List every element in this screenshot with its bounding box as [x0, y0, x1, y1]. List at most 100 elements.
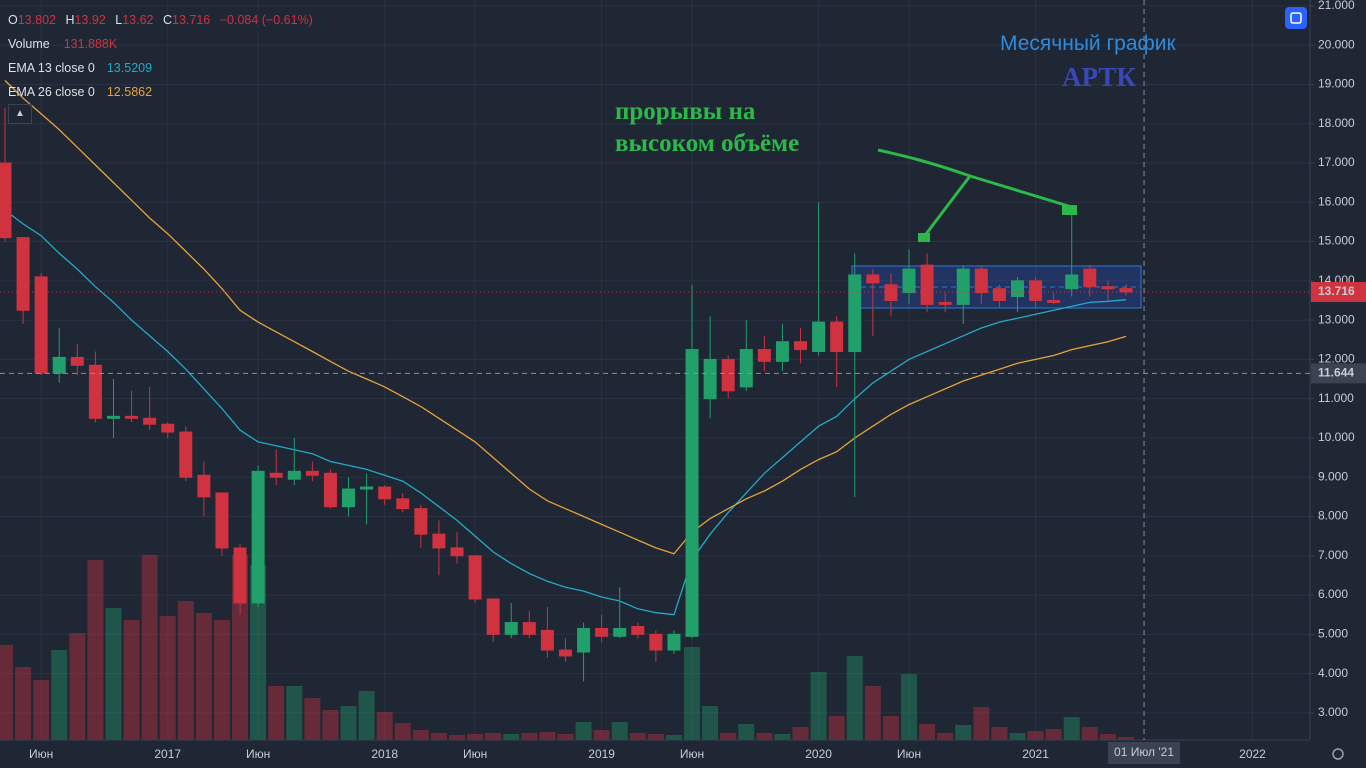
ohlc-row: O13.802 H13.92 L13.62 C13.716 −0.084 (−0… [8, 8, 319, 32]
x-tick-label: Июн [463, 747, 487, 761]
candle-body [685, 349, 699, 637]
candle-body [739, 349, 753, 388]
candle-body [179, 431, 193, 478]
y-tick-label: 6.000 [1318, 587, 1348, 601]
y-tick-label: 17.000 [1318, 155, 1355, 169]
annotation-line: прорывы на [615, 98, 756, 125]
volume-bar [213, 620, 230, 740]
candle-body [1010, 280, 1024, 298]
x-tick-label: Июн [29, 747, 53, 761]
volume-bar [1063, 717, 1080, 740]
x-tick-label: 2018 [371, 747, 398, 761]
x-tick-label: 2022 [1239, 747, 1266, 761]
l-value: 13.62 [122, 13, 154, 27]
candle-body [757, 349, 771, 362]
y-tick-label: 7.000 [1318, 548, 1348, 562]
collapse-button[interactable]: ▲ [8, 104, 32, 124]
volume-bar [973, 707, 990, 740]
y-tick-label: 18.000 [1318, 116, 1355, 130]
volume-row: Volume 131.888K [8, 32, 319, 56]
candle-body [269, 472, 283, 478]
candle-body [866, 274, 880, 284]
candle-body [992, 288, 1006, 301]
volume-bar [593, 730, 610, 740]
candle-body [504, 622, 518, 635]
y-tick-label: 10.000 [1318, 430, 1355, 444]
crosshair-date-tag [1108, 742, 1181, 764]
volume-bar [810, 672, 827, 740]
y-tick-label: 9.000 [1318, 469, 1348, 483]
volume-bar [195, 613, 212, 740]
candle-body [848, 274, 862, 353]
y-tick-label: 8.000 [1318, 509, 1348, 523]
last-price-label: 13.716 [1318, 284, 1355, 298]
volume-bar [485, 733, 502, 740]
x-tick-label: 2017 [154, 747, 181, 761]
drawn-arrow [921, 175, 972, 239]
ema26-row: EMA 26 close 0 12.5862 [8, 80, 319, 104]
button-icon [1290, 12, 1302, 24]
volume-bar [358, 691, 375, 740]
candle-body [522, 622, 536, 635]
candle-body [233, 547, 247, 604]
arrow-head [1062, 205, 1077, 215]
legend-entry: EMA 13 close 0 [8, 61, 95, 75]
volume-bar [1027, 731, 1044, 740]
volume-bar [268, 686, 285, 740]
candle-body [0, 162, 12, 239]
candle-body [161, 423, 175, 433]
candle-body [432, 533, 446, 549]
volume-bar [123, 620, 140, 740]
x-tick-label: 2021 [1022, 747, 1049, 761]
y-tick-label: 5.000 [1318, 627, 1348, 641]
candle-body [920, 264, 934, 305]
candle-body [1065, 274, 1079, 290]
legend-entry: EMA 26 close 0 [8, 85, 95, 99]
volume-bar [87, 560, 104, 740]
volume-bar [412, 730, 429, 740]
y-tick-label: 3.000 [1318, 705, 1348, 719]
volume-bar [1117, 737, 1134, 740]
volume-bar [901, 674, 917, 740]
gear-icon[interactable] [1332, 748, 1344, 760]
y-tick-label: 20.000 [1318, 37, 1355, 51]
volume-bar [557, 734, 574, 740]
candle-body [1047, 299, 1061, 303]
candle-body [613, 627, 627, 637]
volume-bar [394, 723, 411, 740]
candle-body [558, 649, 572, 657]
candle-body [577, 627, 591, 653]
y-tick-label: 19.000 [1318, 77, 1355, 91]
volume-bar [828, 716, 845, 740]
volume-bar [955, 725, 972, 740]
h-value: 13.92 [74, 13, 106, 27]
candle-body [775, 341, 789, 362]
candle-body [70, 356, 84, 366]
volume-bar [322, 710, 339, 740]
candle-body [812, 321, 826, 353]
volume-bar [467, 734, 484, 740]
change: −0.084 (−0.61%) [219, 13, 313, 27]
volume-bar [304, 698, 321, 740]
volume-bar [919, 724, 936, 740]
o-value: 13.802 [17, 13, 56, 27]
candle-body [16, 237, 30, 311]
volume-bar [738, 724, 755, 740]
candle-body [34, 276, 48, 374]
ema13-row: EMA 13 close 0 13.5209 [8, 56, 319, 80]
candle-body [305, 470, 319, 476]
volume-bar [430, 733, 447, 740]
volume-bar [647, 734, 664, 740]
c-value: 13.716 [172, 13, 211, 27]
candle-body [884, 284, 898, 301]
candle-body [360, 486, 374, 490]
volume-bar [846, 656, 863, 740]
volume-label: Volume [8, 37, 50, 51]
candle-body [830, 321, 844, 353]
settings-button[interactable] [1285, 7, 1307, 29]
legend: O13.802 H13.92 L13.62 C13.716 −0.084 (−0… [8, 8, 319, 124]
volume-bar [792, 727, 809, 740]
o-label: O [8, 13, 18, 27]
y-tick-label: 21.000 [1318, 0, 1355, 12]
